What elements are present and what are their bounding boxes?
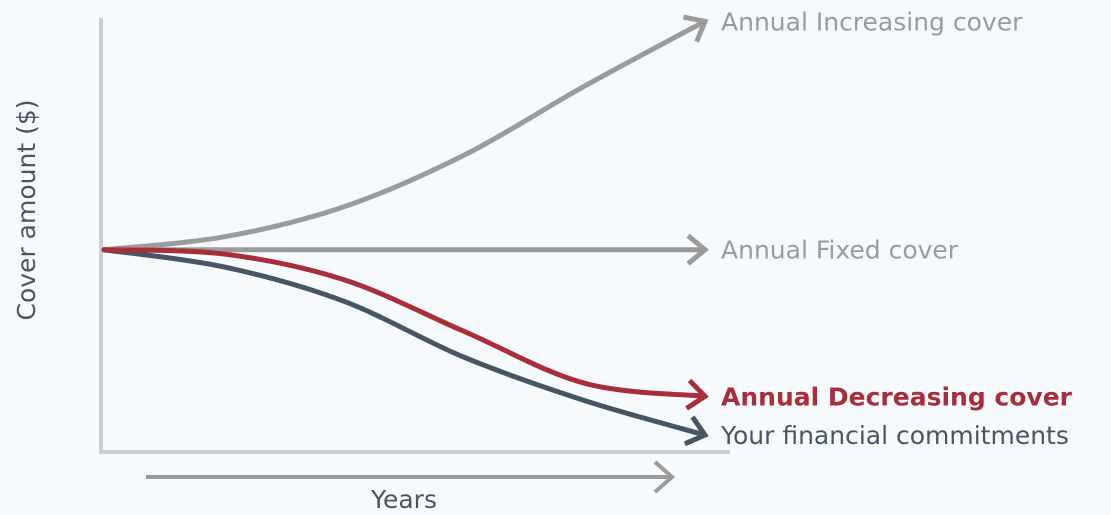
- series-arrowhead-your-financial-commitments: [683, 415, 709, 447]
- y-axis-label: Cover amount ($): [12, 100, 41, 321]
- series-arrowhead-annual-fixed-cover: [686, 233, 709, 266]
- series-arrowhead-annual-increasing-cover: [682, 14, 709, 43]
- series-line-annual-increasing-cover: [101, 18, 708, 253]
- series-line-your-financial-commitments: [101, 247, 708, 438]
- series-label-annual-decreasing-cover: Annual Decreasing cover: [721, 382, 1073, 411]
- series-layer: Annual Increasing cover Annual Fixed cove…: [101, 7, 1073, 450]
- years-arrow: [146, 460, 676, 494]
- series-label-your-financial-commitments: Your financial commitments: [720, 421, 1069, 450]
- x-axis-label: Years: [370, 485, 437, 514]
- series-label-annual-fixed-cover: Annual Fixed cover: [721, 236, 959, 265]
- series-line-annual-decreasing-cover: [101, 247, 708, 399]
- series-arrowhead-annual-decreasing-cover: [685, 378, 709, 411]
- series-label-annual-increasing-cover: Annual Increasing cover: [721, 7, 1023, 36]
